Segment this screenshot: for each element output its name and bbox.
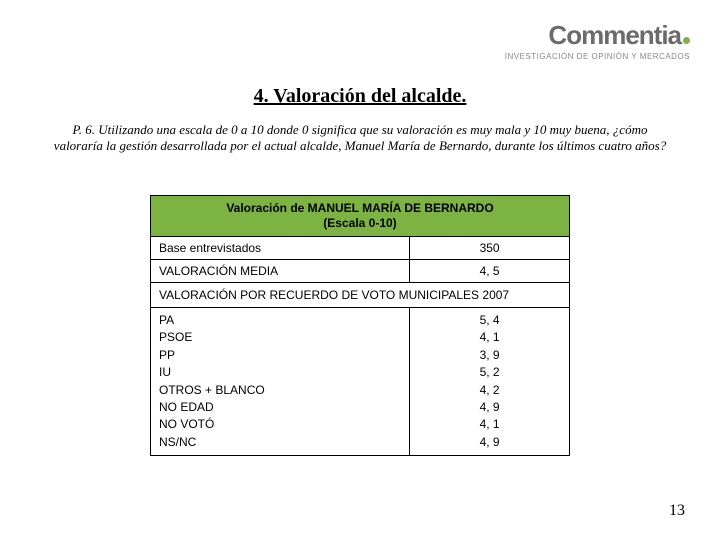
party-value: 4, 1 [418, 416, 561, 433]
brand-dot-icon [683, 37, 690, 44]
brand-tagline: INVESTIGACIÓN DE OPINIÓN Y MERCADOS [505, 52, 690, 61]
question-text: P. 6. Utilizando una escala de 0 a 10 do… [50, 122, 670, 155]
table-header-line1: Valoración de MANUEL MARÍA DE BERNARDO [226, 201, 493, 215]
valuation-table: Valoración de MANUEL MARÍA DE BERNARDO (… [150, 195, 570, 456]
party-label: PA [159, 312, 401, 329]
party-value: 4, 9 [418, 434, 561, 451]
brand-text: Commentia [548, 20, 681, 50]
table-header: Valoración de MANUEL MARÍA DE BERNARDO (… [151, 196, 569, 237]
row-label: Base entrevistados [151, 237, 410, 259]
parties-block: PA PSOE PP IU OTROS + BLANCO NO EDAD NO … [151, 308, 569, 455]
row-value: 350 [410, 237, 569, 259]
brand-logo: Commentia INVESTIGACIÓN DE OPINIÓN Y MER… [505, 20, 690, 61]
table-row: Base entrevistados 350 [151, 237, 569, 260]
party-value: 3, 9 [418, 347, 561, 364]
party-label: NS/NC [159, 434, 401, 451]
party-value: 5, 4 [418, 312, 561, 329]
party-label: NO VOTÓ [159, 416, 401, 433]
party-label: PP [159, 347, 401, 364]
row-label: VALORACIÓN MEDIA [151, 260, 410, 282]
party-value: 4, 9 [418, 399, 561, 416]
party-label: PSOE [159, 329, 401, 346]
party-label: NO EDAD [159, 399, 401, 416]
party-value: 5, 2 [418, 364, 561, 381]
table-row: VALORACIÓN MEDIA 4, 5 [151, 260, 569, 283]
party-value: 4, 2 [418, 382, 561, 399]
parties-labels: PA PSOE PP IU OTROS + BLANCO NO EDAD NO … [151, 308, 410, 455]
parties-values: 5, 4 4, 1 3, 9 5, 2 4, 2 4, 9 4, 1 4, 9 [410, 308, 569, 455]
row-value: 4, 5 [410, 260, 569, 282]
party-value: 4, 1 [418, 329, 561, 346]
brand-name: Commentia [505, 20, 690, 51]
table-header-line2: (Escala 0-10) [323, 216, 396, 230]
party-label: IU [159, 364, 401, 381]
section-title: 4. Valoración del alcalde. [0, 85, 720, 108]
page-number: 13 [669, 502, 685, 520]
party-label: OTROS + BLANCO [159, 382, 401, 399]
table-subheader: VALORACIÓN POR RECUERDO DE VOTO MUNICIPA… [151, 283, 569, 308]
